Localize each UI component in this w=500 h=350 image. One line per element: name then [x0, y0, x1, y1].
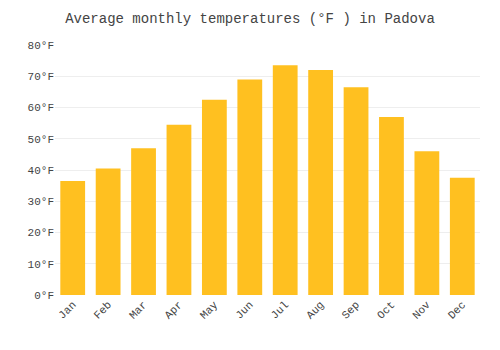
svg-text:60°F: 60°F — [28, 102, 54, 114]
svg-text:Sep: Sep — [340, 299, 362, 321]
svg-text:Mar: Mar — [127, 299, 149, 321]
svg-text:Jul: Jul — [269, 299, 291, 321]
svg-text:Aug: Aug — [304, 299, 326, 321]
svg-text:70°F: 70°F — [28, 71, 54, 83]
svg-text:Oct: Oct — [375, 299, 397, 321]
svg-text:Apr: Apr — [162, 299, 184, 321]
svg-text:20°F: 20°F — [28, 227, 54, 239]
svg-text:Feb: Feb — [92, 299, 114, 321]
svg-text:May: May — [198, 299, 221, 322]
svg-text:Average monthly temperatures (: Average monthly temperatures (°F ) in Pa… — [65, 11, 435, 27]
svg-text:Nov: Nov — [410, 299, 433, 322]
svg-text:Jan: Jan — [56, 299, 78, 321]
svg-text:30°F: 30°F — [28, 196, 54, 208]
svg-text:80°F: 80°F — [28, 40, 54, 52]
svg-text:0°F: 0°F — [34, 290, 54, 302]
svg-text:Jun: Jun — [233, 299, 255, 321]
svg-text:40°F: 40°F — [28, 165, 54, 177]
svg-text:Dec: Dec — [446, 299, 468, 321]
svg-text:10°F: 10°F — [28, 259, 54, 271]
svg-text:50°F: 50°F — [28, 134, 54, 146]
